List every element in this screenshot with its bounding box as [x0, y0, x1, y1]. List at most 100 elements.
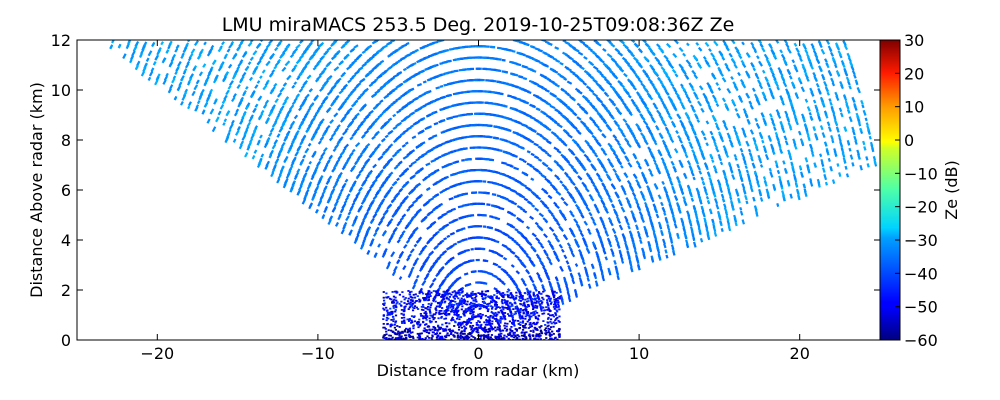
reflectivity-gate — [592, 65, 599, 71]
reflectivity-gate — [353, 44, 359, 49]
reflectivity-gate — [762, 176, 767, 181]
reflectivity-gate — [401, 143, 407, 148]
reflectivity-gate — [323, 51, 328, 56]
reflectivity-gate — [437, 215, 443, 220]
reflectivity-gate — [409, 112, 414, 117]
reflectivity-gate — [516, 230, 522, 235]
reflectivity-gate — [848, 85, 852, 90]
reflectivity-gate — [866, 163, 870, 168]
reflectivity-gate — [562, 276, 567, 281]
reflectivity-gate — [145, 57, 150, 62]
reflectivity-gate — [727, 223, 731, 228]
reflectivity-gate — [314, 78, 320, 83]
reflectivity-gate — [525, 268, 530, 274]
reflectivity-gate — [399, 216, 404, 222]
reflectivity-gate — [337, 215, 342, 221]
reflectivity-gate — [717, 66, 721, 71]
reflectivity-gate — [497, 265, 502, 269]
reflectivity-gate — [574, 203, 580, 210]
reflectivity-gate — [514, 254, 520, 260]
reflectivity-gate — [741, 41, 745, 46]
reflectivity-gate — [377, 114, 383, 119]
reflectivity-gate — [854, 79, 858, 84]
reflectivity-gate — [587, 283, 592, 289]
reflectivity-gate — [697, 227, 702, 232]
reflectivity-gate — [753, 141, 759, 149]
reflectivity-gate — [264, 120, 269, 125]
low-level-echo — [389, 334, 392, 337]
reflectivity-gate — [702, 56, 707, 60]
reflectivity-gate — [565, 260, 570, 265]
reflectivity-gate — [599, 216, 603, 221]
reflectivity-gate — [465, 321, 470, 327]
reflectivity-gate — [686, 160, 692, 166]
reflectivity-gate — [613, 259, 617, 265]
reflectivity-gate — [360, 134, 366, 139]
reflectivity-gate — [406, 66, 410, 70]
reflectivity-gate — [529, 44, 534, 48]
reflectivity-gate — [311, 196, 315, 202]
reflectivity-gate — [665, 192, 669, 198]
reflectivity-gate — [608, 160, 613, 166]
reflectivity-gate — [374, 191, 380, 197]
reflectivity-gate — [168, 61, 173, 68]
reflectivity-gate — [308, 88, 313, 93]
reflectivity-gate — [348, 189, 353, 193]
reflectivity-gate — [829, 101, 833, 106]
reflectivity-gate — [567, 264, 571, 270]
reflectivity-gate — [838, 137, 842, 142]
reflectivity-gate — [709, 130, 714, 136]
reflectivity-gate — [803, 123, 808, 128]
reflectivity-gate — [670, 244, 675, 250]
reflectivity-gate — [610, 183, 616, 189]
reflectivity-gate — [624, 155, 629, 160]
reflectivity-gate — [719, 220, 723, 225]
reflectivity-gate — [264, 164, 269, 170]
reflectivity-gate — [806, 164, 810, 168]
reflectivity-gate — [406, 256, 411, 262]
reflectivity-gate — [751, 87, 756, 93]
reflectivity-gate — [181, 94, 187, 101]
reflectivity-gate — [568, 246, 573, 251]
reflectivity-gate — [836, 163, 840, 167]
reflectivity-gate — [560, 87, 565, 92]
reflectivity-gate — [446, 234, 451, 239]
reflectivity-gate — [721, 77, 727, 83]
reflectivity-gate — [228, 123, 234, 130]
reflectivity-gate — [477, 326, 483, 330]
reflectivity-gate — [623, 215, 629, 222]
reflectivity-gate — [241, 52, 247, 58]
reflectivity-gate — [553, 146, 560, 152]
reflectivity-gate — [321, 215, 325, 220]
reflectivity-gate — [348, 207, 354, 212]
reflectivity-gate — [791, 59, 796, 64]
reflectivity-gate — [228, 128, 232, 133]
reflectivity-gate — [601, 74, 606, 79]
reflectivity-gate — [334, 144, 339, 150]
reflectivity-gate — [421, 279, 427, 286]
chart-title: LMU miraMACS 253.5 Deg. 2019-10-25T09:08… — [222, 14, 735, 36]
reflectivity-gate — [393, 265, 398, 272]
reflectivity-gate — [281, 66, 287, 72]
reflectivity-gate — [568, 227, 574, 233]
reflectivity-gate — [579, 120, 586, 126]
reflectivity-gate — [522, 159, 527, 164]
reflectivity-gate — [856, 149, 861, 156]
reflectivity-gate — [286, 148, 292, 154]
reflectivity-gate — [633, 249, 638, 256]
reflectivity-gate — [764, 153, 770, 161]
reflectivity-gate — [586, 228, 591, 233]
reflectivity-gate — [352, 198, 358, 204]
reflectivity-gate — [633, 173, 638, 179]
reflectivity-gate — [400, 93, 406, 98]
reflectivity-gate — [634, 224, 639, 229]
reflectivity-gate — [546, 255, 552, 262]
reflectivity-gate — [583, 69, 589, 74]
reflectivity-gate — [276, 178, 281, 184]
reflectivity-gate — [853, 135, 858, 142]
reflectivity-gate — [861, 104, 865, 109]
reflectivity-gate — [613, 234, 619, 241]
reflectivity-gate — [625, 122, 631, 128]
reflectivity-gate — [369, 242, 374, 247]
